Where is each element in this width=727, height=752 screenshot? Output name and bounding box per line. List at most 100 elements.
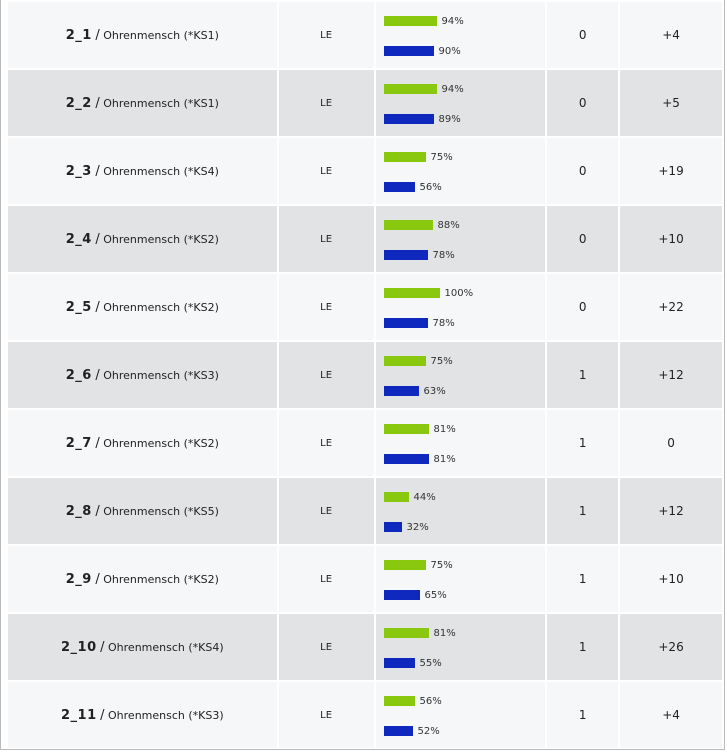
green-bar-line: 56% xyxy=(383,695,442,707)
table-row[interactable]: 2_5 / Ohrenmensch (*KS2) LE 100% 78% 0 +… xyxy=(8,274,722,340)
row-bars: 75% 56% xyxy=(375,138,546,204)
blue-percent: 52% xyxy=(417,725,440,737)
green-bar xyxy=(383,16,437,26)
blue-bar-line: 90% xyxy=(383,46,461,57)
table-row[interactable]: 2_2 / Ohrenmensch (*KS1) LE 94% 89% 0 +5 xyxy=(8,70,722,136)
row-separator: / xyxy=(95,367,100,383)
row-col1: 1 xyxy=(547,614,619,680)
table-row[interactable]: 2_3 / Ohrenmensch (*KS4) LE 75% 56% 0 +1… xyxy=(8,138,722,204)
table-row[interactable]: 2_4 / Ohrenmensch (*KS2) LE 88% 78% 0 +1… xyxy=(8,206,722,272)
green-bar-line: 100% xyxy=(383,287,474,299)
row-col1: 0 xyxy=(547,2,619,68)
green-percent: 100% xyxy=(444,287,474,299)
row-col1: 0 xyxy=(547,206,619,272)
row-name: Ohrenmensch (*KS1) xyxy=(103,28,219,42)
table-row[interactable]: 2_10 / Ohrenmensch (*KS4) LE 81% 55% 1 +… xyxy=(8,614,722,680)
blue-bar xyxy=(383,522,402,532)
row-title: 2_4 / Ohrenmensch (*KS2) xyxy=(8,206,277,272)
table-row[interactable]: 2_11 / Ohrenmensch (*KS3) LE 56% 52% 1 +… xyxy=(8,682,722,748)
table-row[interactable]: 2_6 / Ohrenmensch (*KS3) LE 75% 63% 1 +1… xyxy=(8,342,722,408)
row-name: Ohrenmensch (*KS5) xyxy=(103,504,219,518)
row-title: 2_11 / Ohrenmensch (*KS3) xyxy=(8,682,277,748)
row-name: Ohrenmensch (*KS1) xyxy=(103,96,219,110)
green-bar xyxy=(383,424,429,434)
blue-bar-line: 89% xyxy=(383,113,461,125)
blue-bar xyxy=(383,454,429,464)
blue-bar-line: 52% xyxy=(383,725,440,737)
blue-bar-line: 63% xyxy=(383,385,446,397)
row-id: 2_2 xyxy=(65,95,92,111)
row-col2: +26 xyxy=(620,614,722,680)
row-bars: 81% 55% xyxy=(375,614,546,680)
row-separator: / xyxy=(95,95,100,111)
row-id: 2_11 xyxy=(60,707,97,723)
blue-bar xyxy=(383,46,434,56)
row-type: LE xyxy=(278,138,374,204)
row-name: Ohrenmensch (*KS2) xyxy=(103,436,219,450)
row-bars: 75% 65% xyxy=(375,546,546,612)
row-col1: 0 xyxy=(547,138,619,204)
green-percent: 88% xyxy=(437,219,460,231)
row-col2: 0 xyxy=(620,410,722,476)
green-bar-line: 94% xyxy=(383,15,464,27)
table-row[interactable]: 2_8 / Ohrenmensch (*KS5) LE 44% 32% 1 +1… xyxy=(8,478,722,544)
blue-bar-line: 32% xyxy=(383,522,429,533)
row-col2: +19 xyxy=(620,138,722,204)
row-id: 2_8 xyxy=(65,503,92,519)
results-table: 2_1 / Ohrenmensch (*KS1) LE 94% 90% 0 +4… xyxy=(6,0,724,750)
row-bars: 75% 63% xyxy=(375,342,546,408)
table-row[interactable]: 2_7 / Ohrenmensch (*KS2) LE 81% 81% 1 0 xyxy=(8,410,722,476)
row-bars: 44% 32% xyxy=(375,478,546,544)
row-id: 2_4 xyxy=(65,231,92,247)
green-bar-line: 81% xyxy=(383,424,456,435)
green-bar-line: 44% xyxy=(383,492,436,503)
green-percent: 94% xyxy=(441,15,464,27)
blue-percent: 55% xyxy=(419,657,442,669)
row-col2: +12 xyxy=(620,342,722,408)
row-name: Ohrenmensch (*KS2) xyxy=(103,232,219,246)
green-bar-line: 75% xyxy=(383,152,453,163)
blue-bar xyxy=(383,386,419,396)
row-name: Ohrenmensch (*KS3) xyxy=(103,368,219,382)
green-bar-line: 75% xyxy=(383,559,453,571)
row-separator: / xyxy=(100,707,105,723)
row-separator: / xyxy=(95,231,100,247)
row-type: LE xyxy=(278,546,374,612)
blue-bar xyxy=(383,250,428,260)
row-title: 2_5 / Ohrenmensch (*KS2) xyxy=(8,274,277,340)
green-bar xyxy=(383,152,426,162)
row-title: 2_6 / Ohrenmensch (*KS3) xyxy=(8,342,277,408)
blue-percent: 78% xyxy=(432,317,455,329)
green-percent: 75% xyxy=(430,559,453,571)
row-title: 2_9 / Ohrenmensch (*KS2) xyxy=(8,546,277,612)
row-col2: +10 xyxy=(620,206,722,272)
green-bar xyxy=(383,356,426,366)
green-bar-line: 75% xyxy=(383,355,453,367)
blue-percent: 65% xyxy=(424,589,447,601)
blue-bar-line: 78% xyxy=(383,317,455,329)
green-bar xyxy=(383,560,426,570)
row-type: LE xyxy=(278,478,374,544)
row-type: LE xyxy=(278,2,374,68)
row-separator: / xyxy=(95,163,100,179)
blue-bar xyxy=(383,318,428,328)
row-type: LE xyxy=(278,274,374,340)
table-row[interactable]: 2_1 / Ohrenmensch (*KS1) LE 94% 90% 0 +4 xyxy=(8,2,722,68)
row-title: 2_1 / Ohrenmensch (*KS1) xyxy=(8,2,277,68)
green-percent: 81% xyxy=(433,627,456,639)
green-percent: 75% xyxy=(430,355,453,367)
row-title: 2_7 / Ohrenmensch (*KS2) xyxy=(8,410,277,476)
row-id: 2_3 xyxy=(65,163,92,179)
row-name: Ohrenmensch (*KS4) xyxy=(108,640,224,654)
blue-percent: 89% xyxy=(438,113,461,125)
row-bars: 81% 81% xyxy=(375,410,546,476)
table-row[interactable]: 2_9 / Ohrenmensch (*KS2) LE 75% 65% 1 +1… xyxy=(8,546,722,612)
blue-bar xyxy=(383,590,420,600)
row-type: LE xyxy=(278,682,374,748)
blue-percent: 63% xyxy=(423,385,446,397)
row-type: LE xyxy=(278,206,374,272)
row-bars: 94% 90% xyxy=(375,2,546,68)
green-percent: 56% xyxy=(419,695,442,707)
row-id: 2_9 xyxy=(65,571,92,587)
row-name: Ohrenmensch (*KS4) xyxy=(103,164,219,178)
